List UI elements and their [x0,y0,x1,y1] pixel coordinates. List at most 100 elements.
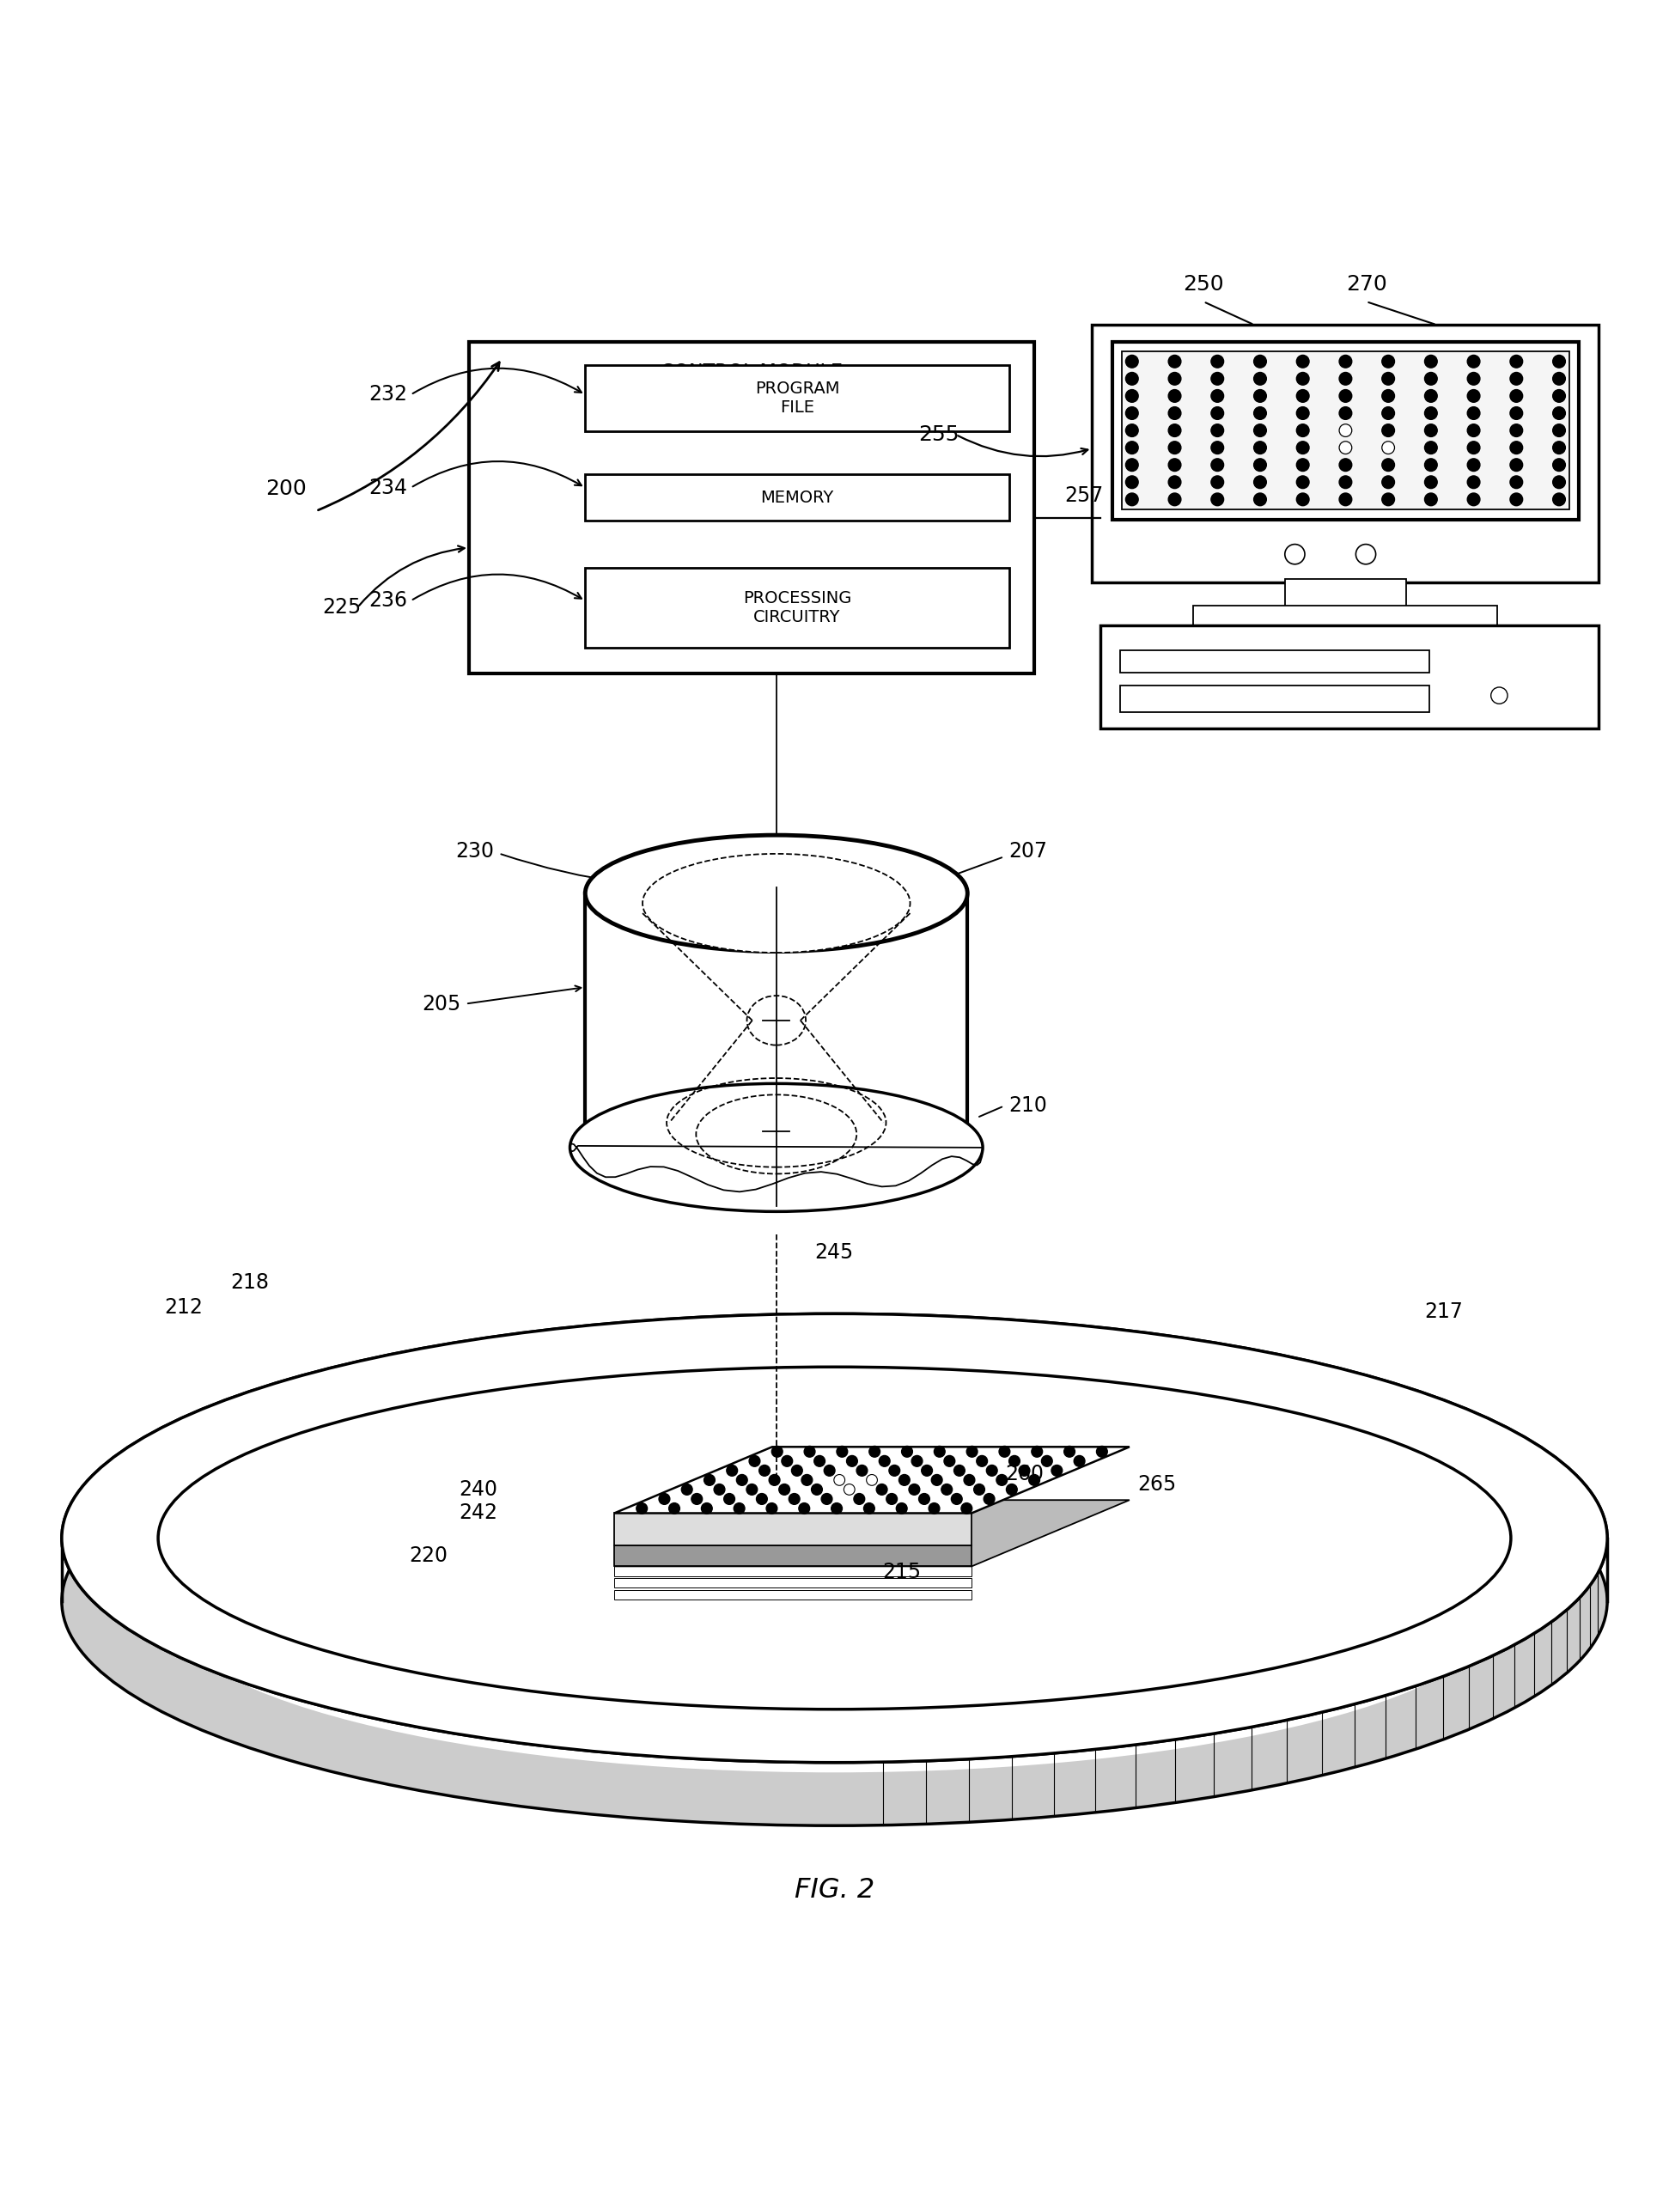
Circle shape [901,1447,913,1458]
Text: PROCESSING
CIRCUITRY: PROCESSING CIRCUITRY [743,591,851,626]
Ellipse shape [569,1084,983,1212]
Circle shape [1297,476,1308,489]
Circle shape [1125,493,1138,507]
Circle shape [1125,372,1138,385]
Circle shape [918,1493,930,1504]
Circle shape [1125,425,1138,436]
Ellipse shape [159,1367,1510,1710]
Circle shape [1212,493,1223,507]
Circle shape [1510,442,1522,453]
Circle shape [983,1493,995,1504]
Circle shape [1125,458,1138,471]
Circle shape [799,1502,809,1513]
Circle shape [1467,356,1480,367]
Circle shape [928,1502,940,1513]
Circle shape [1552,458,1566,471]
Circle shape [746,1484,758,1495]
Circle shape [701,1502,713,1513]
Circle shape [1510,407,1522,420]
Text: 218: 218 [230,1272,269,1292]
Circle shape [804,1447,814,1458]
Text: 265: 265 [1138,1475,1177,1495]
Circle shape [1339,372,1352,385]
Circle shape [1382,389,1395,403]
Text: 215: 215 [883,1562,921,1582]
Circle shape [1212,458,1223,471]
Circle shape [921,1464,933,1475]
Circle shape [845,1484,855,1495]
Circle shape [1510,425,1522,436]
Text: 234: 234 [369,478,407,498]
Text: 225: 225 [322,597,361,617]
Circle shape [976,1455,988,1467]
Circle shape [1253,442,1267,453]
Circle shape [1065,1447,1075,1458]
Circle shape [931,1475,943,1486]
Circle shape [779,1484,789,1495]
Circle shape [896,1502,908,1513]
Circle shape [821,1493,833,1504]
Circle shape [951,1493,963,1504]
Ellipse shape [586,836,968,951]
Circle shape [961,1502,971,1513]
Text: CONTROL MODULE: CONTROL MODULE [661,363,843,380]
Circle shape [734,1502,744,1513]
Circle shape [900,1475,910,1486]
Text: 255: 255 [918,425,960,445]
Circle shape [1510,356,1522,367]
Circle shape [1168,442,1182,453]
Text: 217: 217 [1424,1303,1464,1323]
Circle shape [1382,442,1395,453]
Circle shape [1339,425,1352,436]
Circle shape [704,1475,714,1486]
Circle shape [1552,476,1566,489]
Circle shape [724,1493,734,1504]
Ellipse shape [643,854,910,953]
Circle shape [1000,1447,1010,1458]
Circle shape [756,1493,768,1504]
Circle shape [1425,442,1437,453]
Bar [1193,606,1497,626]
Bar [1100,626,1599,728]
Circle shape [1168,372,1182,385]
Circle shape [1425,458,1437,471]
Circle shape [1339,493,1352,507]
Circle shape [1212,476,1223,489]
Circle shape [855,1493,865,1504]
Circle shape [1006,1484,1016,1495]
Circle shape [1467,372,1480,385]
Polygon shape [614,1500,1130,1566]
Circle shape [1168,356,1182,367]
Bar [586,568,1010,648]
Circle shape [1041,1455,1053,1467]
Circle shape [1125,407,1138,420]
Circle shape [1467,476,1480,489]
Circle shape [1168,493,1182,507]
Text: 250: 250 [1183,274,1223,294]
Text: MEMORY: MEMORY [761,489,834,507]
Circle shape [1425,407,1437,420]
Circle shape [736,1475,748,1486]
Bar [469,341,1033,675]
Circle shape [1467,407,1480,420]
Circle shape [1382,356,1395,367]
Bar [1112,341,1579,520]
Circle shape [1425,425,1437,436]
Circle shape [1467,442,1480,453]
Circle shape [876,1484,888,1495]
Circle shape [973,1484,985,1495]
Text: 257: 257 [1065,484,1103,507]
Circle shape [1253,476,1267,489]
Circle shape [801,1475,813,1486]
Circle shape [1552,389,1566,403]
Circle shape [714,1484,724,1495]
Text: 230: 230 [456,841,494,863]
Circle shape [766,1502,778,1513]
Circle shape [726,1464,738,1475]
Circle shape [1425,372,1437,385]
Circle shape [1297,372,1308,385]
Text: 210: 210 [1010,1095,1048,1117]
Circle shape [659,1493,669,1504]
Circle shape [1212,389,1223,403]
Circle shape [1297,407,1308,420]
